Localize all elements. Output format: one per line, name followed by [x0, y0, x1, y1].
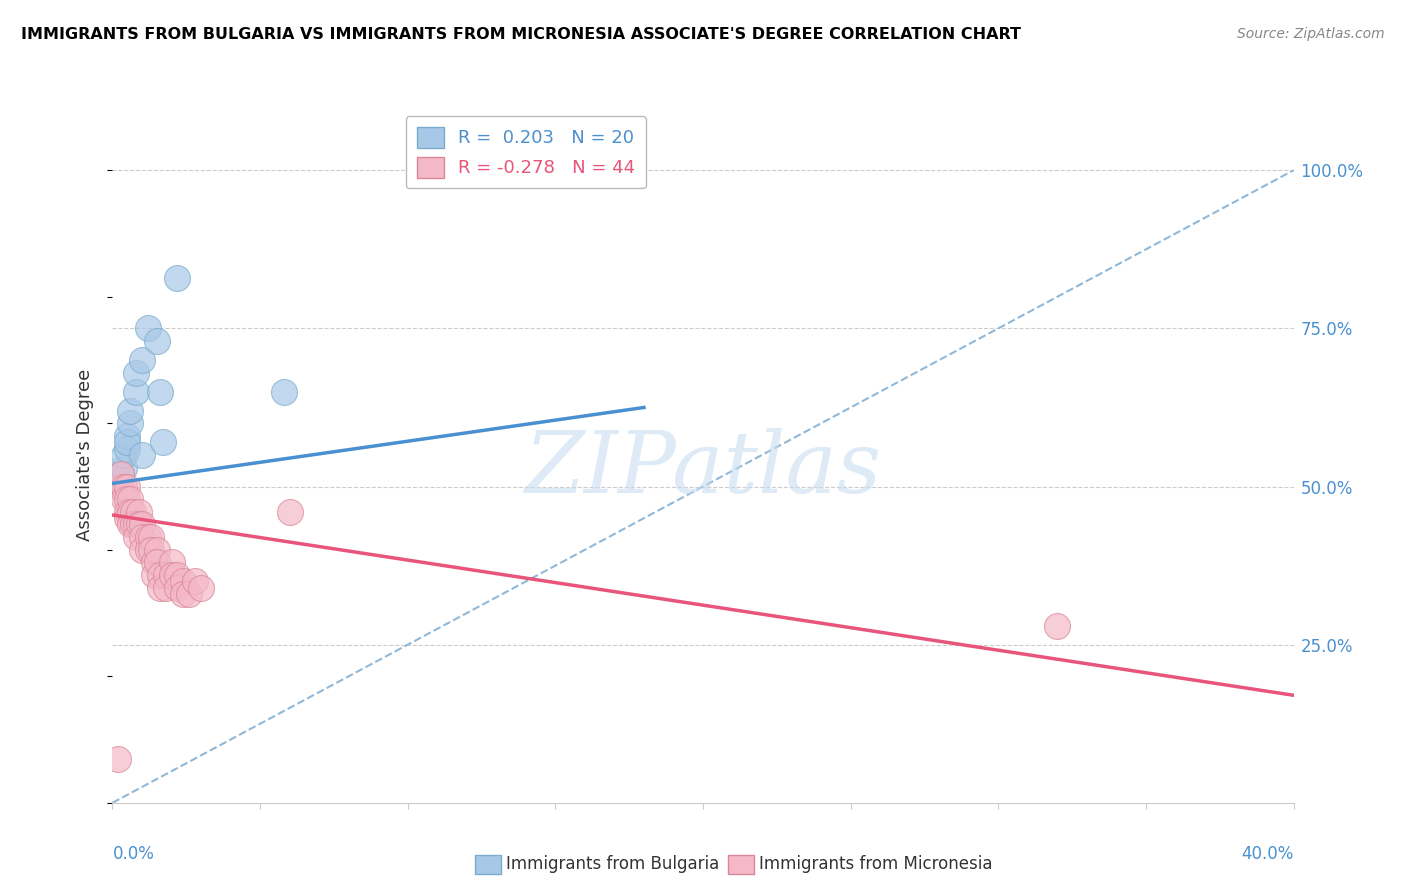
Point [110, 467, 132, 481]
Point [122, 505, 145, 519]
Point [112, 448, 135, 462]
Point [128, 505, 150, 519]
Point [125, 517, 148, 532]
Point [160, 568, 183, 582]
Point [136, 530, 159, 544]
Point [117, 479, 138, 493]
Point [117, 492, 138, 507]
Legend: R =  0.203   N = 20, R = -0.278   N = 44: R = 0.203 N = 20, R = -0.278 N = 44 [406, 116, 645, 188]
Point [117, 429, 138, 443]
Point [184, 574, 207, 589]
Point [122, 517, 145, 532]
Text: Immigrants from Bulgaria: Immigrants from Bulgaria [506, 855, 720, 873]
Text: IMMIGRANTS FROM BULGARIA VS IMMIGRANTS FROM MICRONESIA ASSOCIATE'S DEGREE CORREL: IMMIGRANTS FROM BULGARIA VS IMMIGRANTS F… [21, 27, 1021, 42]
Point [120, 417, 142, 431]
Point [146, 542, 169, 557]
Point [110, 473, 132, 487]
Point [155, 568, 177, 582]
Text: ZIPatlas: ZIPatlas [524, 427, 882, 510]
Point [117, 511, 138, 525]
Point [149, 568, 172, 582]
Point [152, 435, 174, 450]
Point [278, 505, 301, 519]
Point [110, 479, 132, 493]
Point [131, 517, 153, 532]
Point [136, 321, 159, 335]
Point [146, 334, 169, 348]
Text: Source: ZipAtlas.com: Source: ZipAtlas.com [1237, 27, 1385, 41]
Point [112, 479, 135, 493]
Point [139, 530, 162, 544]
Point [117, 505, 138, 519]
Point [131, 542, 153, 557]
Point [110, 467, 132, 481]
Point [172, 587, 194, 601]
Point [131, 448, 153, 462]
Point [117, 442, 138, 456]
Text: Immigrants from Micronesia: Immigrants from Micronesia [759, 855, 993, 873]
Point [131, 353, 153, 368]
Point [128, 517, 150, 532]
Point [131, 530, 153, 544]
Point [142, 568, 165, 582]
Point [273, 384, 295, 399]
Point [149, 384, 172, 399]
Point [1046, 618, 1069, 632]
Point [107, 751, 129, 765]
Point [120, 403, 142, 417]
Point [166, 568, 188, 582]
Point [125, 366, 148, 380]
Point [139, 542, 162, 557]
Point [136, 542, 159, 557]
Point [146, 556, 169, 570]
Point [155, 581, 177, 595]
Point [107, 479, 129, 493]
Point [166, 270, 188, 285]
Point [149, 581, 172, 595]
Point [160, 556, 183, 570]
Point [125, 384, 148, 399]
Point [125, 530, 148, 544]
Point [166, 581, 188, 595]
Point [120, 492, 142, 507]
Point [120, 505, 142, 519]
Point [172, 574, 194, 589]
Point [179, 587, 201, 601]
Point [142, 556, 165, 570]
Text: 40.0%: 40.0% [1241, 845, 1294, 863]
Point [190, 581, 212, 595]
Point [120, 517, 142, 532]
Point [117, 435, 138, 450]
Point [112, 460, 135, 475]
Point [112, 492, 135, 507]
Y-axis label: Associate's Degree: Associate's Degree [76, 368, 94, 541]
Text: 0.0%: 0.0% [112, 845, 155, 863]
